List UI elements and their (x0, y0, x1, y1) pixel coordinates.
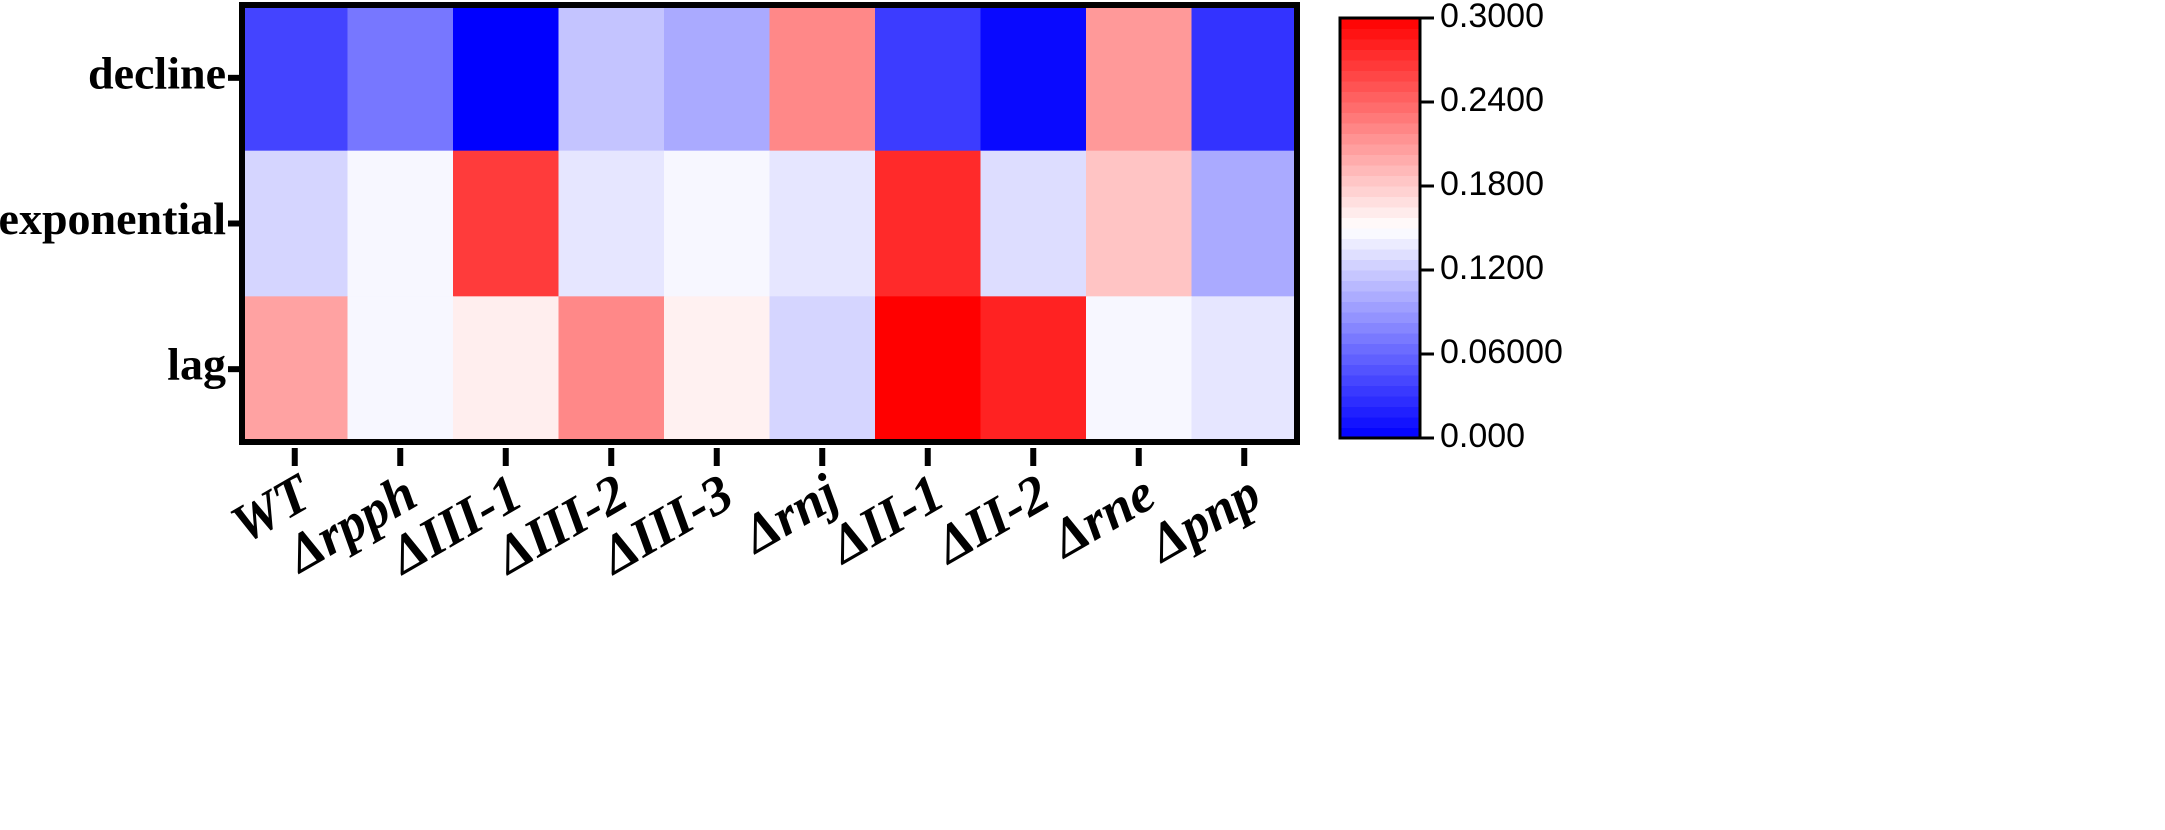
colorbar-band (1340, 196, 1420, 208)
colorbar-band (1340, 81, 1420, 92)
heatmap-cell (664, 296, 770, 443)
heatmap-cell (558, 5, 665, 152)
colorbar-band (1340, 322, 1420, 334)
heatmap-cell (664, 5, 770, 152)
y-tick-label: exponential (0, 193, 226, 244)
colorbar-band (1340, 207, 1420, 218)
colorbar-band (1340, 280, 1420, 292)
colorbar-band (1340, 343, 1420, 355)
colorbar-band (1340, 91, 1420, 103)
heatmap-cell (1086, 296, 1192, 443)
heatmap-cell (1191, 5, 1298, 152)
colorbar-band (1340, 427, 1420, 439)
colorbar-band (1340, 133, 1420, 145)
colorbar-band (1340, 154, 1420, 166)
y-tick-label: decline (88, 47, 226, 98)
heatmap-cell (347, 296, 454, 443)
colorbar-tick-label: 0.000 (1440, 417, 1525, 455)
colorbar-band (1340, 364, 1420, 376)
colorbar-band (1340, 385, 1420, 397)
heatmap-cell (769, 5, 876, 152)
heatmap-cell (453, 5, 559, 152)
colorbar-band (1340, 39, 1420, 50)
colorbar-band (1340, 354, 1420, 365)
x-tick-label: Δrnj (730, 462, 849, 565)
colorbar-band (1340, 60, 1420, 71)
colorbar-band (1340, 270, 1420, 281)
heatmap-cell (769, 150, 876, 297)
colorbar-tick-label: 0.2400 (1440, 81, 1544, 119)
colorbar-band (1340, 175, 1420, 187)
y-tick-label: lag (167, 339, 226, 390)
x-tick-label: ΔII-2 (923, 462, 1059, 575)
colorbar-band (1340, 217, 1420, 229)
heatmap-cell (1191, 296, 1298, 443)
colorbar-band (1340, 417, 1420, 428)
colorbar-band (1340, 144, 1420, 155)
colorbar-band (1340, 291, 1420, 302)
colorbar-tick-label: 0.3000 (1440, 0, 1544, 35)
heatmap-cell (347, 150, 454, 297)
heatmap-cell (980, 5, 1087, 152)
colorbar-band (1340, 259, 1420, 271)
colorbar-band (1340, 49, 1420, 61)
heatmap-cell (875, 296, 981, 443)
colorbar-band (1340, 249, 1420, 260)
colorbar-tick-label: 0.1200 (1440, 249, 1544, 287)
heatmap-cell (875, 150, 981, 297)
heatmap-cell (558, 296, 665, 443)
colorbar-band (1340, 333, 1420, 344)
x-tick-label: Δpnp (1136, 462, 1270, 574)
colorbar-band (1340, 102, 1420, 113)
heatmap-cell (980, 296, 1087, 443)
colorbar-band (1340, 186, 1420, 197)
colorbar-band (1340, 112, 1420, 124)
colorbar-band (1340, 406, 1420, 418)
colorbar-band (1340, 238, 1420, 250)
colorbar-band (1340, 123, 1420, 134)
heatmap-cell (980, 150, 1087, 297)
colorbar-band (1340, 375, 1420, 386)
colorbar-band (1340, 312, 1420, 323)
colorbar-band (1340, 18, 1420, 29)
colorbar-band (1340, 228, 1420, 239)
heatmap-cell (242, 5, 348, 152)
heatmap-cell (242, 150, 348, 297)
heatmap-cell (769, 296, 876, 443)
heatmap-cell (1086, 5, 1192, 152)
heatmap-cell (875, 5, 981, 152)
heatmap-cell (453, 296, 559, 443)
colorbar-tick-label: 0.06000 (1440, 333, 1563, 371)
colorbar-tick-label: 0.1800 (1440, 165, 1544, 203)
heatmap-cell (558, 150, 665, 297)
colorbar-band (1340, 301, 1420, 313)
heatmap-cell (664, 150, 770, 297)
colorbar-band (1340, 70, 1420, 82)
colorbar-band (1340, 28, 1420, 40)
colorbar-band (1340, 396, 1420, 407)
heatmap-cell (347, 5, 454, 152)
colorbar-band (1340, 165, 1420, 176)
heatmap-cell (1191, 150, 1298, 297)
heatmap-cell (242, 296, 348, 443)
colorbar-border (1338, 16, 1422, 440)
heatmap-cell (453, 150, 559, 297)
heatmap-cell (1086, 150, 1192, 297)
